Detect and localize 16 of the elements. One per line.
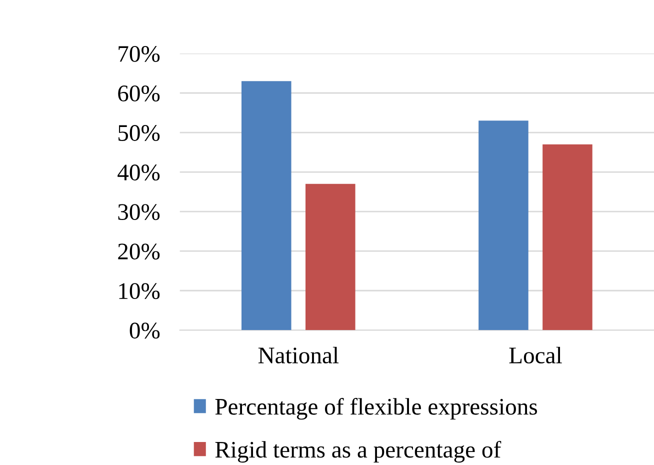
- x-tick-label: National: [258, 346, 339, 364]
- y-tick-label: 70%: [118, 46, 160, 62]
- y-tick-label: 20%: [118, 244, 160, 260]
- x-tick-label: Local: [509, 346, 562, 364]
- bar: [241, 81, 292, 330]
- bar: [478, 120, 528, 330]
- y-tick-label: 40%: [118, 164, 160, 181]
- y-tick-label: 0%: [130, 322, 160, 339]
- legend-label: Percentage of flexible expressions: [215, 398, 537, 420]
- legend-label: Rigid terms as a percentage of: [215, 440, 502, 463]
- y-tick-label: 50%: [118, 125, 160, 142]
- bar: [542, 144, 592, 330]
- bar: [306, 184, 356, 330]
- y-tick-label: 60%: [118, 85, 160, 102]
- y-tick-label: 10%: [119, 283, 160, 300]
- y-tick-label: 30%: [118, 204, 160, 220]
